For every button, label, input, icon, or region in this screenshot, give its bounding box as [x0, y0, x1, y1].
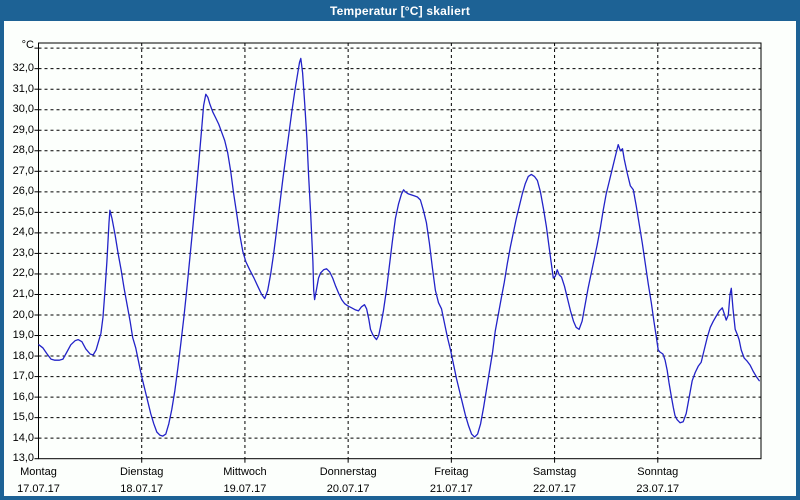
y-axis-tick-label: 23,0: [12, 246, 34, 259]
y-axis-tick-label: 13,0: [12, 452, 34, 465]
x-axis-date-label: 17.07.17: [17, 483, 60, 495]
y-axis-tick-label: 31,0: [12, 82, 34, 95]
y-axis-tick-label: 15,0: [12, 411, 34, 424]
window-border-bottom: [0, 496, 800, 500]
y-axis-tick-label: 21,0: [12, 287, 34, 300]
y-axis-tick-label: 27,0: [12, 164, 34, 177]
window-border-left: [0, 21, 4, 500]
x-axis-day-label: Dienstag: [119, 466, 164, 478]
y-axis-tick-label: 26,0: [12, 185, 34, 198]
y-axis-tick-label: 30,0: [12, 103, 34, 116]
x-axis-day-label: Samstag: [532, 466, 577, 478]
x-axis-date-label: 20.07.17: [326, 483, 370, 495]
x-axis-day-label: Montag: [20, 466, 57, 478]
y-axis-tick-label: 16,0: [12, 390, 34, 403]
y-axis-tick-label: 19,0: [12, 329, 34, 342]
window-title: Temperatur [°C] skaliert: [329, 3, 471, 18]
y-axis-tick-label: 29,0: [12, 123, 34, 136]
y-axis-tick-label: 14,0: [12, 431, 34, 444]
plot-border: [38, 42, 762, 460]
y-axis-tick-label: 22,0: [12, 267, 34, 280]
y-axis-tick-label: 18,0: [12, 349, 34, 362]
x-axis-day-label: Mittwoch: [223, 466, 267, 478]
x-axis-date-label: 23.07.17: [636, 483, 680, 495]
y-axis-tick-label: 28,0: [12, 144, 34, 157]
y-axis-tick-label: 25,0: [12, 205, 34, 218]
temperature-line-series: [38, 57, 760, 438]
x-axis-date-label: 18.07.17: [120, 483, 164, 495]
x-axis-day-label: Freitag: [434, 466, 469, 478]
x-axis-date-label: 22.07.17: [533, 483, 576, 495]
x-axis-day-label: Sonntag: [637, 466, 679, 478]
y-axis-tick-label: 24,0: [12, 226, 34, 239]
x-axis-day-label: Donnerstag: [319, 466, 377, 478]
window-title-bar: Temperatur [°C] skaliert: [0, 0, 800, 21]
y-axis-tick-label: 32,0: [12, 62, 34, 75]
window-border-right: [796, 21, 800, 500]
x-axis-date-label: 21.07.17: [429, 483, 473, 495]
y-axis-tick-label: 17,0: [12, 370, 34, 383]
x-axis-date-label: 19.07.17: [223, 483, 267, 495]
y-axis-tick-label: 20,0: [12, 308, 34, 321]
y-axis-unit-label: °C: [21, 39, 34, 51]
